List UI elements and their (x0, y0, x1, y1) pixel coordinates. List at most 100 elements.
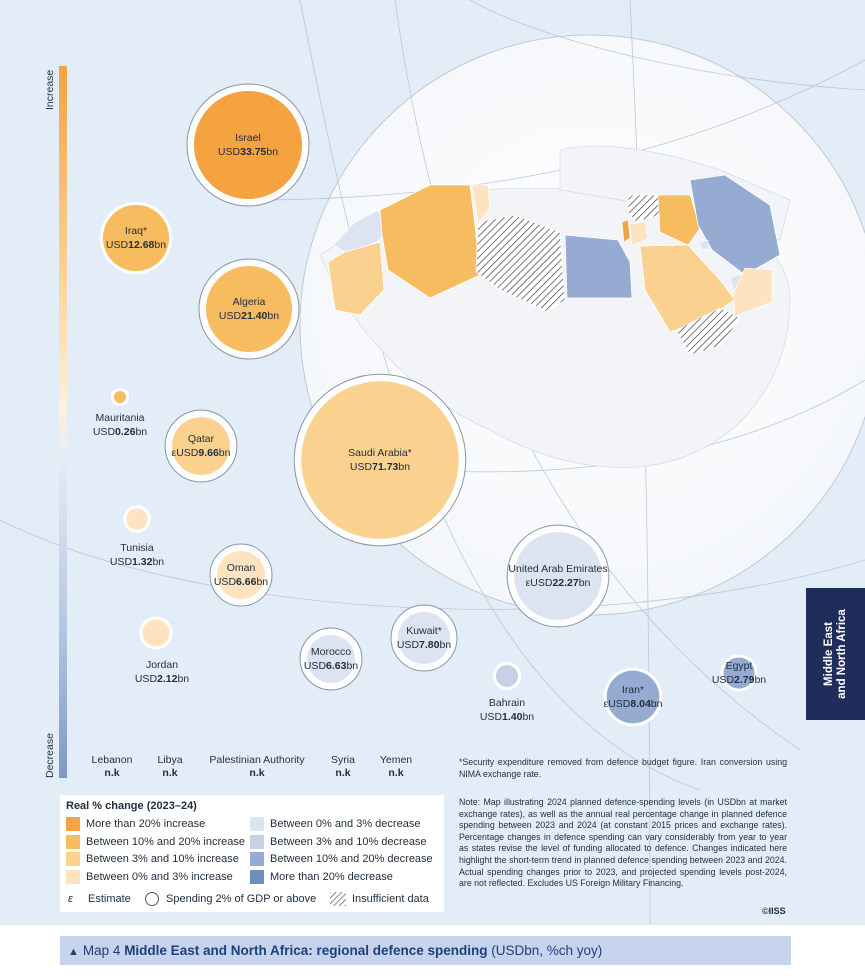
ring-icon (145, 892, 159, 906)
triangle-icon: ▲ (68, 946, 79, 958)
region-kuwait (699, 239, 710, 250)
country-name: Jordan (145, 659, 179, 671)
nk-palestinian-authority: Palestinian Authority n.k (209, 754, 305, 779)
legend-label: Between 3% and 10% increase (86, 853, 239, 865)
legend-swatch (66, 852, 80, 866)
country-name: Tunisia (120, 542, 154, 554)
bubble-mauritania (114, 391, 126, 403)
section-tab-line1: Middle East (823, 622, 835, 686)
region-oman (732, 267, 773, 317)
legend-title: Real % change (2023–24) (66, 800, 197, 812)
section-tab-line2: and North Africa (836, 609, 848, 699)
bubble-label-iran: Iran* εUSD8.04bn (604, 683, 663, 711)
country-name: Egypt (725, 660, 753, 672)
bubble-label-mauritania: Mauritania USD0.26bn (93, 411, 147, 439)
country-name: United Arab Emirates (508, 563, 608, 575)
caption-map-no: Map 4 (82, 943, 121, 958)
spending-value: USD1.40bn (479, 711, 535, 723)
hatch-swatch-icon (330, 892, 346, 906)
country-name: Iran* (621, 684, 645, 696)
spending-value: USD6.63bn (303, 660, 359, 672)
legend-swatch (250, 852, 264, 866)
bubble-iraq (102, 204, 170, 272)
region-jordan (629, 221, 649, 247)
legend-label: Between 10% and 20% decrease (270, 853, 433, 865)
bubble-bahrain (495, 664, 519, 688)
nk-lebanon: Lebanon n.k (91, 754, 133, 779)
bubble-label-united-arab-emirates: United Arab Emirates εUSD22.27bn (508, 562, 607, 590)
country-name: Bahrain (488, 697, 526, 709)
legend-label: More than 20% decrease (270, 870, 393, 883)
spending-value: USD33.75bn (217, 146, 279, 158)
legend-label: Between 0% and 3% decrease (270, 818, 421, 830)
legend-swatch (250, 817, 264, 831)
spending-value: USD1.32bn (109, 556, 165, 568)
region-yemen (675, 307, 741, 356)
spending-value: USD7.80bn (396, 639, 452, 651)
bubble-label-israel: Israel USD33.75bn (218, 131, 278, 159)
country-name: Algeria (232, 296, 266, 308)
country-name: Saudi Arabia* (348, 447, 412, 459)
caption-title: Middle East and North Africa: regional d… (124, 943, 488, 958)
country-name: Kuwait* (406, 625, 442, 637)
legend-swatch (66, 834, 80, 849)
region-iraq (657, 194, 701, 246)
bubble-label-tunisia: Tunisia USD1.32bn (110, 541, 164, 569)
legend-label: Between 0% and 3% increase (86, 870, 233, 883)
region-w-sahara-mauritania (327, 241, 385, 316)
section-tab: Middle East and North Africa (806, 588, 865, 720)
bubble-qatar (172, 417, 230, 475)
bubble-label-kuwait: Kuwait* USD7.80bn (397, 624, 451, 652)
bubble-tunisia (126, 508, 148, 530)
country-name: Oman (226, 562, 256, 574)
nk-libya: Libya n.k (157, 754, 183, 779)
region-tunisia (471, 184, 491, 223)
legend-label: Between 10% and 20% increase (86, 835, 245, 848)
bubble-label-bahrain: Bahrain USD1.40bn (480, 696, 534, 724)
bubble-label-oman: Oman USD6.66bn (214, 561, 268, 589)
spending-value: USD2.79bn (711, 674, 767, 686)
map-note: Note: Map illustrating 2024 planned defe… (459, 797, 787, 889)
bubble-algeria (205, 265, 293, 353)
legend-label: More than 20% increase (86, 818, 206, 830)
bubble-united-arab-emirates (514, 532, 602, 620)
legend-label: Between 3% and 10% decrease (270, 835, 427, 848)
spending-value: USD71.73bn (349, 461, 411, 473)
bubble-kuwait (398, 612, 450, 664)
copyright: ©IISS (762, 906, 786, 916)
map-graphic (0, 0, 865, 925)
scale-top-label: Increase (44, 69, 56, 110)
bubble-label-qatar: Qatar εUSD9.66bn (172, 432, 231, 460)
bubble-iran (606, 670, 660, 724)
bubble-label-saudi-arabia: Saudi Arabia* USD71.73bn (348, 446, 412, 474)
spending-value: εUSD8.04bn (603, 698, 663, 710)
nk-syria: Syria n.k (331, 754, 355, 779)
country-name: Israel (235, 132, 261, 144)
spending-value: USD12.68bn (105, 239, 167, 251)
spending-value: εUSD9.66bn (171, 447, 231, 459)
change-scale-bar (59, 66, 67, 778)
spending-value: USD2.12bn (134, 673, 190, 685)
region-iran (689, 174, 781, 276)
legend-swatch (250, 834, 264, 849)
legend-swatch (250, 869, 264, 884)
spending-value: USD6.66bn (213, 576, 269, 588)
bubble-label-egypt: Egypt USD2.79bn (712, 659, 766, 687)
country-name: Qatar (187, 433, 215, 445)
caption: ▲ Map 4 Middle East and North Africa: reg… (68, 943, 602, 958)
region-israel (621, 219, 631, 243)
caption-bar: ▲ Map 4 Middle East and North Africa: reg… (60, 936, 791, 965)
bubble-label-iraq: Iraq* USD12.68bn (106, 224, 166, 252)
bubble-jordan (142, 619, 170, 647)
spending-value: USD21.40bn (218, 310, 280, 322)
country-name: Morocco (310, 646, 352, 658)
bubble-saudi-arabia (301, 381, 459, 539)
caption-units: (USDbn, %ch yoy) (491, 943, 603, 958)
region-egypt (564, 234, 633, 299)
region-syria (627, 194, 661, 223)
bubble-morocco (307, 635, 355, 683)
legend: Real % change (2023–24) More than 20% in… (60, 795, 444, 912)
country-name: Iraq* (124, 225, 148, 237)
bubble-label-algeria: Algeria USD21.40bn (219, 295, 279, 323)
